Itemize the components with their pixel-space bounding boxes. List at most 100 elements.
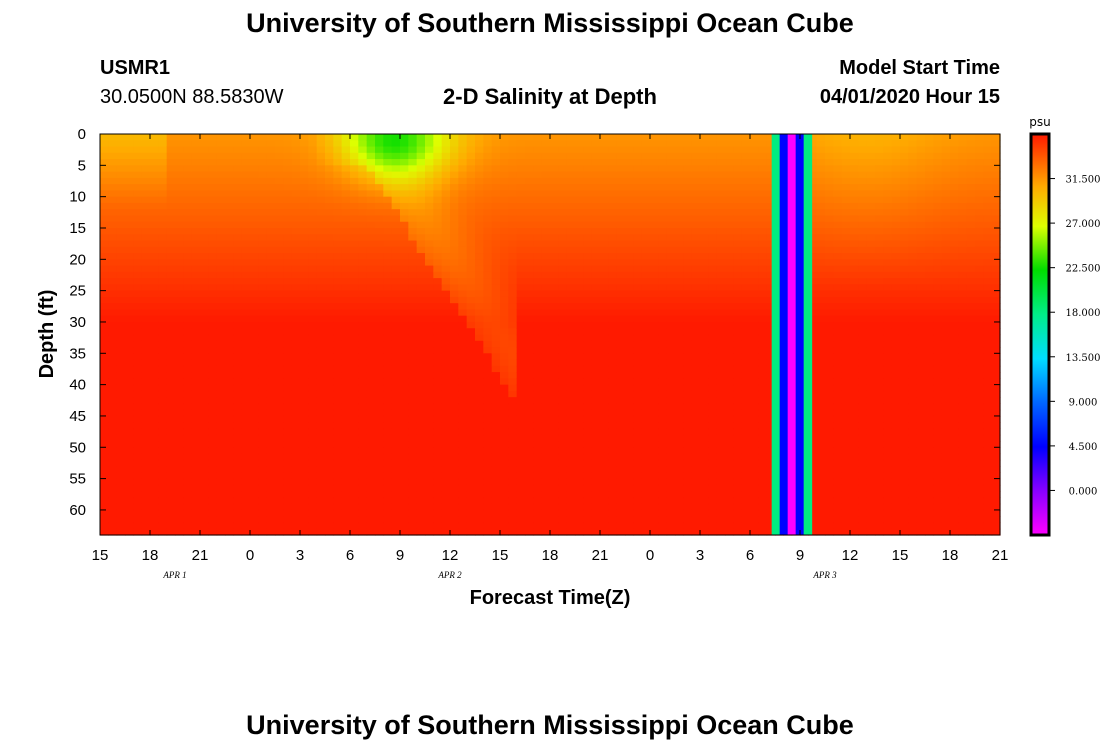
heatmap-cell <box>366 459 376 467</box>
heatmap-cell <box>725 315 734 323</box>
heatmap-cell <box>241 459 251 467</box>
heatmap-cell <box>391 484 401 492</box>
heatmap-cell <box>608 265 618 273</box>
heatmap-cell <box>708 434 718 442</box>
heatmap-cell <box>341 321 351 329</box>
heatmap-cell <box>533 215 543 223</box>
heatmap-cell <box>400 253 409 260</box>
heatmap-cell <box>691 134 701 141</box>
heatmap-cell <box>141 516 151 524</box>
heatmap-cell <box>725 409 734 417</box>
heatmap-cell <box>675 372 684 379</box>
heatmap-cell <box>283 516 293 524</box>
heatmap-cell <box>191 491 201 499</box>
heatmap-cell <box>450 196 459 204</box>
heatmap-cell <box>158 259 168 267</box>
heatmap-cell <box>716 278 726 285</box>
heatmap-cell <box>483 340 493 348</box>
heatmap-cell <box>208 240 218 248</box>
heatmap-cell <box>183 146 193 154</box>
heatmap-cell <box>116 321 126 329</box>
heatmap-cell <box>291 265 301 273</box>
heatmap-cell <box>300 372 309 379</box>
heatmap-cell <box>466 290 476 298</box>
heatmap-cell <box>325 309 334 317</box>
heatmap-cell <box>550 202 559 210</box>
heatmap-cell <box>741 259 751 267</box>
heatmap-cell <box>116 184 126 191</box>
heatmap-cell <box>133 528 143 536</box>
heatmap-cell <box>308 271 318 279</box>
heatmap-cell <box>166 334 176 342</box>
heatmap-cell <box>341 428 351 436</box>
heatmap-cell <box>433 296 443 304</box>
heatmap-cell <box>416 196 426 204</box>
heatmap-cell <box>425 453 434 461</box>
heatmap-cell <box>383 372 393 379</box>
heatmap-cell <box>191 209 201 217</box>
heatmap-cell <box>508 403 518 411</box>
heatmap-cell <box>633 372 643 379</box>
heatmap-cell <box>650 253 659 260</box>
heatmap-cell <box>200 340 209 348</box>
heatmap-cell <box>366 196 376 204</box>
heatmap-cell <box>691 397 701 405</box>
heatmap-cell <box>650 209 659 217</box>
heatmap-cell <box>233 484 243 492</box>
heatmap-cell <box>591 415 601 423</box>
heatmap-cell <box>316 528 326 536</box>
heatmap-cell <box>116 309 126 317</box>
heatmap-cell <box>191 296 201 304</box>
heatmap-cell <box>150 484 159 492</box>
heatmap-cell <box>291 315 301 323</box>
heatmap-cell <box>300 522 309 530</box>
heatmap-cell <box>116 315 126 323</box>
heatmap-cell <box>533 253 543 260</box>
heatmap-cell <box>566 334 576 342</box>
heatmap-cell <box>250 146 259 154</box>
heatmap-cell <box>741 372 751 379</box>
heatmap-cell <box>150 227 159 235</box>
heatmap-cell <box>125 441 134 448</box>
heatmap-cell <box>341 497 351 505</box>
heatmap-cell <box>341 422 351 430</box>
heatmap-cell <box>708 509 718 517</box>
heatmap-cell <box>666 390 676 398</box>
heatmap-cell <box>600 428 609 436</box>
heatmap-cell <box>241 265 251 273</box>
heatmap-cell <box>241 309 251 317</box>
heatmap-cell <box>591 397 601 405</box>
heatmap-cell <box>200 353 209 361</box>
heatmap-cell <box>175 240 184 248</box>
heatmap-cell <box>533 509 543 517</box>
heatmap-cell <box>208 359 218 367</box>
heatmap-cell <box>608 409 618 417</box>
heatmap-cell <box>175 171 184 179</box>
heatmap-cell <box>241 328 251 336</box>
heatmap-cell <box>383 453 393 461</box>
heatmap-cell <box>575 202 584 210</box>
heatmap-cell <box>325 347 334 354</box>
heatmap-cell <box>566 278 576 285</box>
heatmap-cell <box>583 516 593 524</box>
heatmap-cell <box>308 516 318 524</box>
heatmap-cell <box>683 516 693 524</box>
heatmap-cell <box>725 384 734 392</box>
heatmap-cell <box>400 422 409 430</box>
heatmap-cell <box>233 378 243 386</box>
heatmap-cell <box>116 353 126 361</box>
heatmap-cell <box>283 403 293 411</box>
station-coordinates: 30.0500N 88.5830W <box>100 86 284 108</box>
heatmap-cell <box>208 384 218 392</box>
heatmap-cell <box>566 202 576 210</box>
heatmap-cell <box>483 284 493 292</box>
heatmap-cell <box>316 315 326 323</box>
heatmap-cell <box>183 271 193 279</box>
heatmap-cell <box>341 196 351 204</box>
heatmap-cell <box>566 415 576 423</box>
heatmap-cell <box>225 196 234 204</box>
heatmap-cell <box>608 434 618 442</box>
heatmap-cell <box>191 227 201 235</box>
heatmap-cell <box>266 516 276 524</box>
heatmap-cell <box>491 271 501 279</box>
